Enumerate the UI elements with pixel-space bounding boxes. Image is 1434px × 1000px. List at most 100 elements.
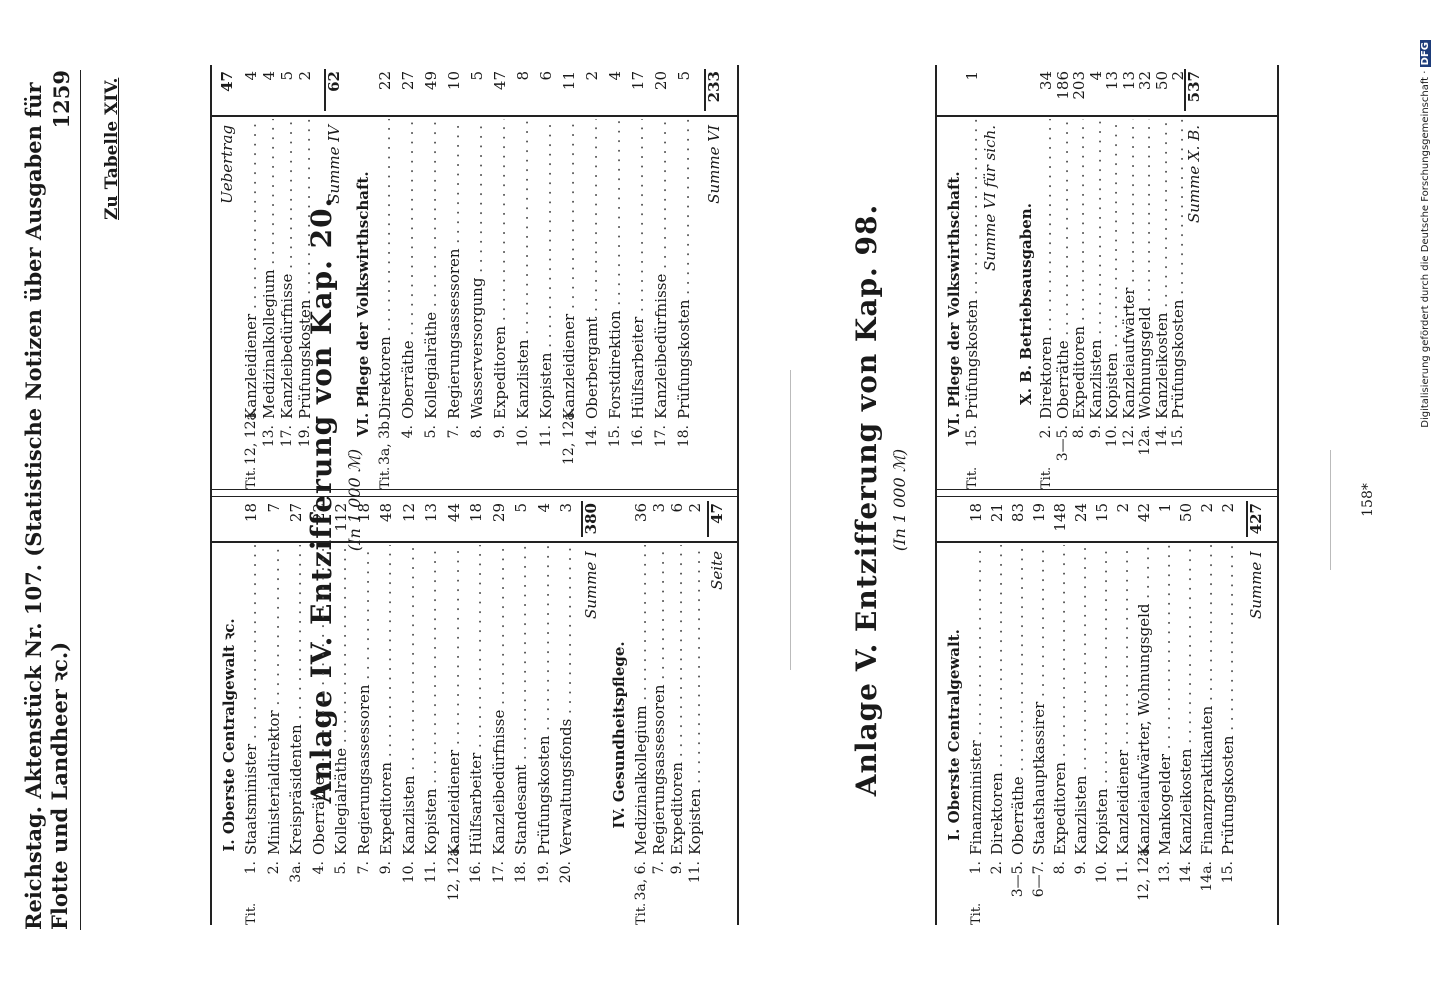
row-label: Expeditoren xyxy=(379,545,394,855)
title-number: 15. xyxy=(964,425,980,448)
title-number: 11. xyxy=(687,861,703,884)
digitization-text: Digitalisierung gefördert durch die Deut… xyxy=(1420,70,1431,428)
row-value: 50 xyxy=(1152,71,1171,91)
anlage-v-left-column: I. Oberste Centralgewalt. Tit. 1. Finanzmi… xyxy=(937,545,1277,925)
row-value: 5 xyxy=(675,71,693,81)
table-row: 14. Kanzleikosten xyxy=(1154,119,1170,489)
digitization-credit: Digitalisierung gefördert durch die Deut… xyxy=(1420,40,1432,960)
row-value: 49 xyxy=(422,71,440,91)
row-value: 2 xyxy=(1114,503,1132,513)
row-label: Wasserversorgung xyxy=(470,119,485,419)
title-number: 11. xyxy=(538,425,554,448)
table-row: 19. Prüfungskosten xyxy=(536,545,552,925)
anlage-v-right-column: VI. Pflege der Volkswirthschaft. Tit. 15.… xyxy=(937,119,1277,489)
title-number: 16. xyxy=(630,425,646,448)
title-number: 2. xyxy=(1038,425,1054,439)
row-value: 44 xyxy=(444,503,463,523)
title-number: 10. xyxy=(1094,861,1110,884)
table-row: 18. Prüfungskosten xyxy=(676,119,692,489)
table-row: 9. Kanzlisten xyxy=(1073,545,1089,925)
row-label: Prüfungskosten xyxy=(298,119,313,419)
row-value: 13 xyxy=(1103,71,1121,91)
table-row: 13. Medizinalkollegium xyxy=(261,119,277,489)
table-row: 10. Kopisten xyxy=(1094,545,1110,925)
table-row: 14. Kanzleikosten xyxy=(1178,545,1194,925)
header-page-number: 1259 xyxy=(49,70,74,129)
table-row: Tit. 3a, 6. Medizinalkollegium xyxy=(633,545,649,925)
table-row: 12, 12a. Kanzleidiener xyxy=(446,545,462,925)
title-number: 7. xyxy=(446,425,462,439)
title-number: 4. xyxy=(400,425,416,439)
table-row: 13. Mankogelder xyxy=(1157,545,1173,925)
anlage-v-title: Anlage V. Entzifferung von Kap. 98. xyxy=(850,203,883,797)
table-row: Tit. 1. Finanzminister xyxy=(968,545,984,925)
row-value: 24 xyxy=(1072,503,1090,523)
title-prefix: Tit. xyxy=(378,466,393,489)
scan-artifact xyxy=(1330,450,1331,570)
section-heading: I. Oberste Centralgewalt. xyxy=(945,629,963,841)
table-row: 9. Kanzlisten xyxy=(1088,119,1104,489)
row-value: 6 xyxy=(537,71,555,81)
sum-value: 47 xyxy=(708,503,726,524)
table-row: 8. Expeditoren xyxy=(1052,545,1068,925)
row-label: Kanzleibedürfnisse xyxy=(492,545,507,855)
carry-forward-label: Seite xyxy=(708,551,726,590)
anlage-iv-left-column: I. Oberste Centralgewalt ꝛc. Tit. 1. Staat… xyxy=(212,545,737,925)
anlage-v-subtitle: (In 1 000 ℳ) xyxy=(890,448,909,552)
table-row: 5. Kollegialräthe xyxy=(333,545,349,925)
row-label: Prüfungskosten xyxy=(1221,545,1236,855)
column-rule xyxy=(937,115,1277,117)
title-number: 16. xyxy=(468,861,484,884)
row-value: 4 xyxy=(242,71,260,81)
title-prefix: Tit. xyxy=(244,902,259,925)
table-row: 11. Kopisten xyxy=(423,545,439,925)
row-value: 148 xyxy=(1051,503,1069,532)
title-number: 14a. xyxy=(1199,861,1215,892)
title-number: 6—7. xyxy=(1031,861,1047,898)
row-value: 18 xyxy=(242,503,260,523)
table-row: 11. Kanzleidiener xyxy=(1115,545,1131,925)
title-number: 3a, 6. xyxy=(633,861,649,901)
row-value: 2 xyxy=(1219,503,1237,513)
section-heading: VI. Pflege der Volkswirthschaft. xyxy=(354,171,372,437)
title-number: 9. xyxy=(669,861,685,875)
row-label: Hülfsarbeiter xyxy=(631,119,646,419)
table-row: 8. Expeditoren xyxy=(1071,119,1087,489)
table-row: 12a. Wohnungsgeld xyxy=(1137,119,1153,489)
row-value: 29 xyxy=(489,503,508,523)
anlage-v-table: I. Oberste Centralgewalt. Tit. 1. Finanzmi… xyxy=(935,65,1279,925)
table-row: Tit. 15. Prüfungskosten xyxy=(964,119,980,489)
title-number: 17. xyxy=(653,425,669,448)
row-label: Kollegialräthe xyxy=(424,119,439,419)
table-row: 18. Standesamt xyxy=(513,545,529,925)
row-value: 7 xyxy=(264,503,283,513)
table-row: 6—7. Staatshauptkassirer xyxy=(1031,545,1047,925)
title-number: 12, 12a. xyxy=(1136,843,1152,901)
title-number: 2. xyxy=(989,861,1005,875)
title-number: 4. xyxy=(310,861,327,875)
table-row: 4. Oberräthe xyxy=(310,545,327,925)
row-label: Hülfsarbeiter xyxy=(469,545,484,855)
row-label: Staatshauptkassirer xyxy=(1032,545,1047,855)
column-rule xyxy=(212,115,737,117)
table-row: Tit. 1. Staatsminister xyxy=(243,545,259,925)
title-number: 12a. xyxy=(1137,425,1153,456)
sum-label: Summe VI für sich. xyxy=(981,125,999,272)
anlage-v-left-values: 18 21 83 19 148 24 15 2 42 1 50 2 2 427 xyxy=(937,497,1277,541)
row-value: 17 xyxy=(629,71,647,91)
title-number: 8. xyxy=(469,425,485,439)
sum-label: Summe I xyxy=(1247,551,1265,619)
running-header: Reichstag. Aktenstück Nr. 107. (Statisti… xyxy=(21,70,81,930)
row-label: Expeditoren xyxy=(1053,545,1068,855)
row-label: Standesamt xyxy=(514,545,529,855)
title-prefix: Tit. xyxy=(965,466,980,489)
row-value: 13 xyxy=(422,503,440,523)
table-row: Tit. 12, 12a. Kanzleidiener xyxy=(243,119,259,489)
row-label: Oberbergamt xyxy=(585,119,600,419)
table-row: 15. Prüfungskosten xyxy=(1220,545,1236,925)
anlage-iv-left-values: 18 7 27 22 112 18 48 12 13 44 18 29 5 4 3 380 36 3 6 2 47 xyxy=(212,497,737,541)
title-number: 15. xyxy=(1220,861,1236,884)
title-number: 1. xyxy=(243,861,259,875)
section-heading: VI. Pflege der Volkswirthschaft. xyxy=(945,171,963,437)
